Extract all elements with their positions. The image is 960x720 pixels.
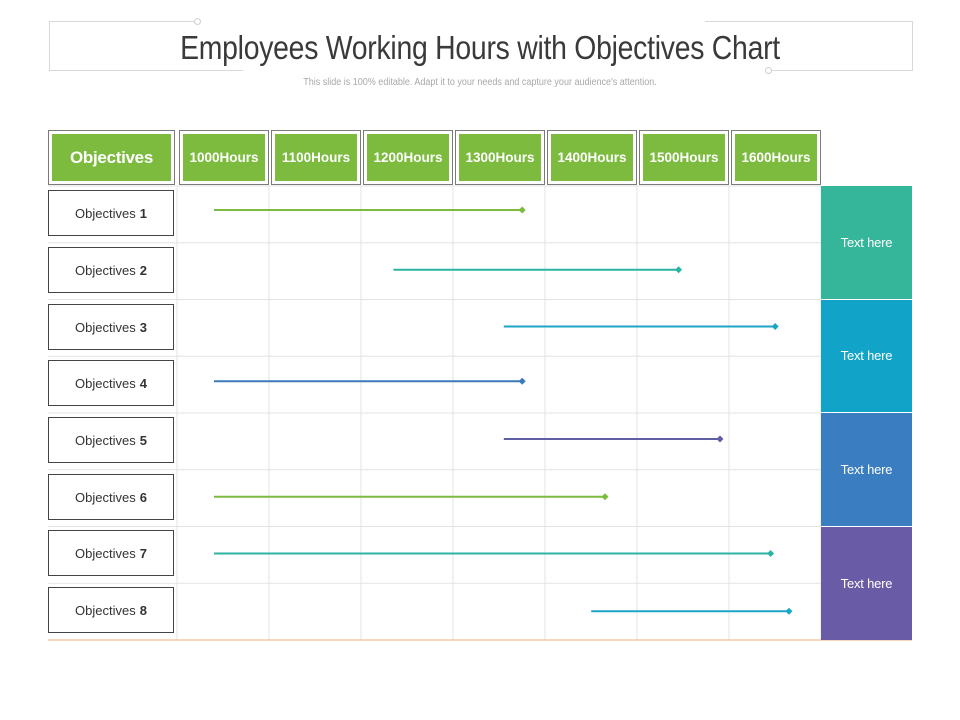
side-block-3: Text here [821, 413, 912, 526]
objective-label-2: Objectives 2 [48, 247, 174, 293]
header-hour-value: 1400 [557, 149, 588, 165]
header-hour-unit: Hours [403, 149, 443, 165]
header-hour-value: 1000 [189, 149, 220, 165]
header-hour-unit: Hours [495, 149, 535, 165]
header-hour-unit: Hours [587, 149, 627, 165]
header-hour-value: 1500 [649, 149, 680, 165]
objective-label-4: Objectives 4 [48, 360, 174, 406]
objective-label-text: Objectives [75, 432, 136, 448]
side-block-text: Text here [840, 234, 893, 250]
header-hour-1300: 1300 Hours [455, 130, 545, 185]
objective-label-5: Objectives 5 [48, 417, 174, 463]
header-hour-unit: Hours [219, 149, 259, 165]
header-hour-value: 1300 [465, 149, 496, 165]
range-bar-end-marker-8 [785, 607, 793, 615]
range-bar-end-marker-2 [675, 266, 683, 274]
side-block-4: Text here [821, 526, 912, 640]
objective-label-text: Objectives [75, 262, 136, 278]
objective-label-text: Objectives [75, 489, 136, 505]
objective-label-number: 1 [139, 205, 147, 221]
header-hour-1100: 1100 Hours [271, 130, 361, 185]
objective-label-3: Objectives 3 [48, 304, 174, 350]
page-title: Employees Working Hours with Objectives … [180, 29, 780, 66]
range-bar-end-marker-1 [518, 206, 526, 214]
title-frame [49, 18, 913, 74]
objective-label-number: 6 [139, 489, 147, 505]
objective-label-1: Objectives 1 [48, 190, 174, 236]
range-bar-end-marker-5 [716, 435, 724, 443]
side-block-text: Text here [840, 348, 893, 364]
header-hour-value: 1600 [741, 149, 772, 165]
header-hour-1400: 1400 Hours [547, 130, 637, 185]
side-block-text: Text here [840, 461, 893, 477]
page-subtitle: This slide is 100% editable. Adapt it to… [303, 77, 657, 88]
objective-label-text: Objectives [75, 545, 136, 561]
objective-label-number: 3 [139, 319, 147, 335]
range-bar-end-marker-6 [601, 493, 609, 501]
objective-label-text: Objectives [75, 205, 136, 221]
header-hour-value: 1100 [281, 149, 312, 165]
objective-label-number: 2 [139, 262, 147, 278]
objective-label-number: 5 [139, 432, 147, 448]
header-hour-1600: 1600 Hours [731, 130, 821, 185]
objective-label-text: Objectives [75, 319, 136, 335]
side-block-text: Text here [840, 575, 893, 591]
objective-label-number: 4 [139, 375, 147, 391]
objective-label-number: 7 [139, 545, 147, 561]
header-hour-unit: Hours [679, 149, 719, 165]
header-hour-1000: 1000 Hours [179, 130, 269, 185]
objective-label-text: Objectives [75, 602, 136, 618]
side-block-2: Text here [821, 299, 912, 412]
header-hour-unit: Hours [771, 149, 811, 165]
range-bar-end-marker-7 [767, 550, 775, 557]
range-bar-end-marker-3 [771, 323, 779, 330]
header-objectives-label: Objectives [52, 134, 171, 181]
objective-label-6: Objectives 6 [48, 474, 174, 520]
objective-label-8: Objectives 8 [48, 587, 174, 633]
header-hour-1500: 1500 Hours [639, 130, 729, 185]
header-hour-unit: Hours [311, 149, 351, 165]
side-block-1: Text here [821, 186, 912, 299]
objective-label-text: Objectives [75, 375, 136, 391]
header-hour-1200: 1200 Hours [363, 130, 453, 185]
header-hour-value: 1200 [373, 149, 404, 165]
objective-label-number: 8 [139, 602, 147, 618]
objective-label-7: Objectives 7 [48, 530, 174, 576]
range-bar-end-marker-4 [518, 377, 526, 385]
header-objectives: Objectives [48, 130, 175, 185]
